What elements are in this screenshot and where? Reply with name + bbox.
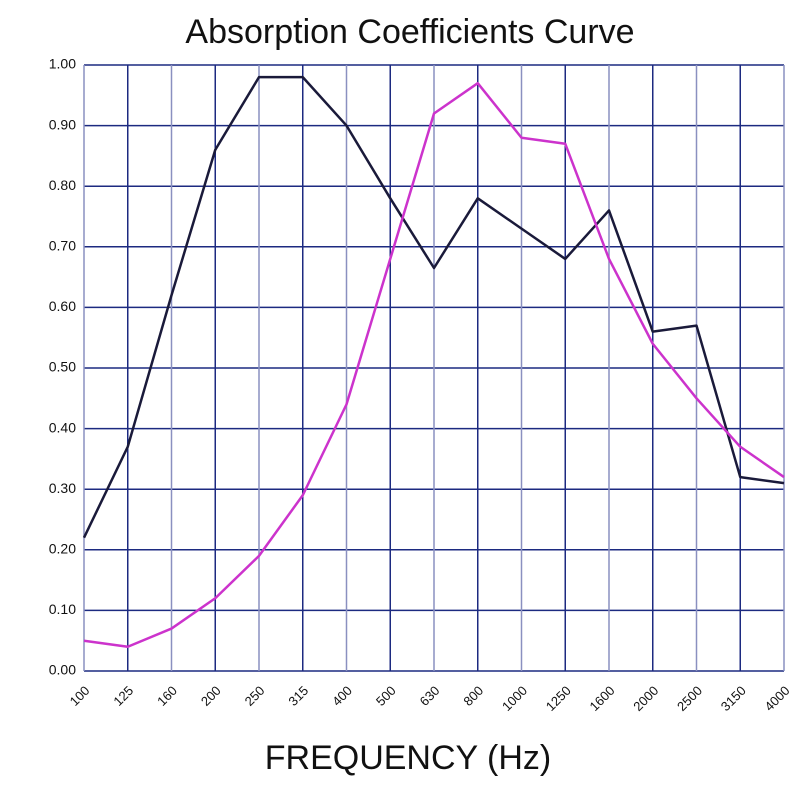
- x-tick-label: 1250: [543, 683, 574, 714]
- x-tick-label: 250: [242, 683, 268, 709]
- x-tick-label: 400: [329, 683, 355, 709]
- x-tick-label: 500: [373, 683, 399, 709]
- x-tick-label: 200: [198, 683, 224, 709]
- series-line: [83, 81, 785, 649]
- x-tick-label: 630: [417, 683, 443, 709]
- y-tick-label: 0.90: [49, 116, 76, 132]
- x-tick-label: 100: [67, 683, 93, 709]
- x-tick-label: 160: [154, 683, 180, 709]
- x-tick-label: 125: [110, 683, 136, 709]
- x-tick-label: 2000: [630, 683, 661, 714]
- x-tick-label: 2500: [674, 683, 705, 714]
- x-axis-label: FREQUENCY (Hz): [265, 739, 552, 777]
- y-tick-label: 0.00: [49, 662, 76, 678]
- x-tick-label: 3150: [718, 683, 749, 714]
- x-tick-label: 800: [460, 683, 486, 709]
- y-tick-label: 0.80: [49, 177, 76, 193]
- y-tick-label: 0.40: [49, 419, 76, 435]
- y-tick-label: 0.60: [49, 298, 76, 314]
- x-tick-label: 1600: [586, 683, 617, 714]
- x-tick-label: 315: [285, 683, 311, 709]
- y-tick-label: 0.70: [49, 238, 76, 254]
- x-tick-label: 1000: [499, 683, 530, 714]
- y-tick-label: 0.50: [49, 359, 76, 375]
- series-line: [82, 75, 785, 539]
- y-tick-label: 0.10: [49, 601, 76, 617]
- y-tick-label: 1.00: [49, 56, 76, 72]
- y-tick-label: 0.20: [49, 541, 76, 557]
- y-tick-label: 0.30: [49, 480, 76, 496]
- chart-title: Absorption Coefficients Curve: [185, 13, 634, 51]
- x-tick-label: 4000: [761, 683, 792, 714]
